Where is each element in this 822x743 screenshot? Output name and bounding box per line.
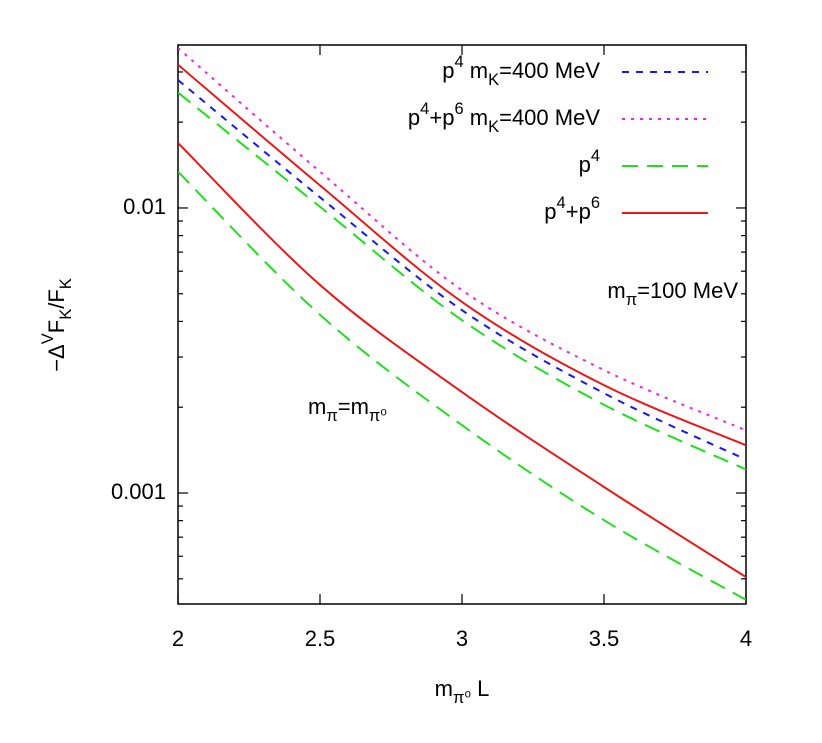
x-axis-label: mπ⁰ L — [435, 676, 490, 708]
y-axis-label: −ΔVFK/FK — [39, 278, 75, 372]
legend-label: p4 — [579, 147, 600, 176]
x-tick-label: 3.5 — [589, 626, 620, 651]
legend-label: p4+p6 — [544, 194, 600, 223]
series-line — [178, 79, 746, 461]
annotation: mπ=100 MeV — [607, 278, 738, 310]
x-tick-label: 4 — [740, 626, 752, 651]
series-line — [178, 63, 746, 447]
legend-label: p4 mK=400 MeV — [442, 53, 600, 89]
series-line — [178, 91, 746, 471]
x-tick-label: 2.5 — [305, 626, 336, 651]
annotation: mπ=mπ⁰ — [308, 394, 387, 426]
series-line — [178, 171, 746, 601]
x-tick-label: 3 — [456, 626, 468, 651]
y-tick-label: 0.01 — [123, 194, 166, 219]
series-line — [178, 142, 746, 578]
y-tick-label: 0.001 — [111, 479, 166, 504]
plot-frame — [177, 44, 747, 605]
series-line — [178, 47, 746, 432]
x-tick-label: 2 — [172, 626, 184, 651]
legend-label: p4+p6 mK=400 MeV — [408, 100, 600, 136]
